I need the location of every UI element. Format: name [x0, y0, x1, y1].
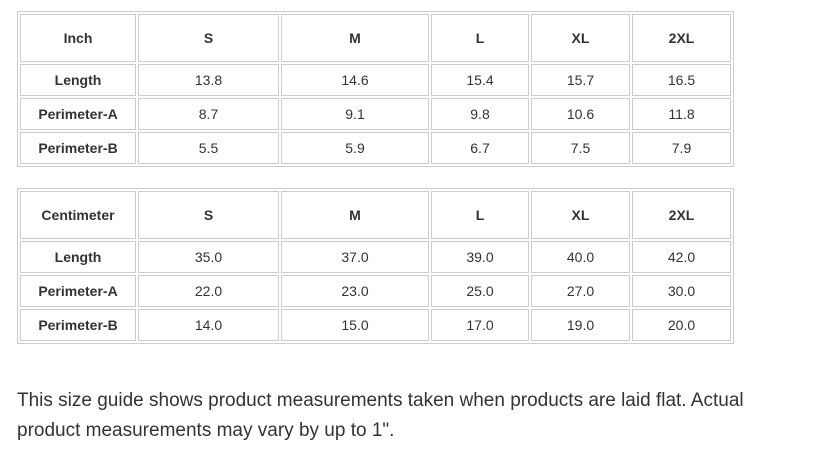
cell: 8.7 [138, 98, 279, 130]
cell: 5.9 [281, 132, 429, 164]
cell: 14.0 [138, 309, 279, 341]
cell: 9.1 [281, 98, 429, 130]
table-row: Length 35.0 37.0 39.0 40.0 42.0 [20, 241, 731, 273]
cell: 14.6 [281, 64, 429, 96]
cell: S [138, 191, 279, 239]
cell: 10.6 [531, 98, 630, 130]
header-row: Centimeter S M L XL 2XL [20, 191, 731, 239]
table-row: Perimeter-B 14.0 15.0 17.0 19.0 20.0 [20, 309, 731, 341]
cell: 19.0 [531, 309, 630, 341]
cell: 27.0 [531, 275, 630, 307]
row-label: Perimeter-A [20, 98, 136, 130]
row-label: Length [20, 241, 136, 273]
cell: 11.8 [632, 98, 731, 130]
cell: 23.0 [281, 275, 429, 307]
cell: 17.0 [431, 309, 529, 341]
row-label: Centimeter [20, 191, 136, 239]
cell: L [431, 14, 529, 62]
table-row: Perimeter-A 8.7 9.1 9.8 10.6 11.8 [20, 98, 731, 130]
cell: 9.8 [431, 98, 529, 130]
row-label: Inch [20, 14, 136, 62]
row-label: Length [20, 64, 136, 96]
cell: 22.0 [138, 275, 279, 307]
row-label: Perimeter-A [20, 275, 136, 307]
cell: 35.0 [138, 241, 279, 273]
cell: 7.9 [632, 132, 731, 164]
cell: M [281, 191, 429, 239]
row-label: Perimeter-B [20, 132, 136, 164]
cell: 5.5 [138, 132, 279, 164]
cell: 39.0 [431, 241, 529, 273]
cell: 15.0 [281, 309, 429, 341]
table-row: Perimeter-B 5.5 5.9 6.7 7.5 7.9 [20, 132, 731, 164]
cell: S [138, 14, 279, 62]
cell: L [431, 191, 529, 239]
cell: 15.7 [531, 64, 630, 96]
cell: XL [531, 191, 630, 239]
table-row: Length 13.8 14.6 15.4 15.7 16.5 [20, 64, 731, 96]
size-table: Centimeter S M L XL 2XL Length 35.0 37.0 39.0 40.0… [17, 188, 734, 344]
cell: 16.5 [632, 64, 731, 96]
cell: XL [531, 14, 630, 62]
cell: 30.0 [632, 275, 731, 307]
cell: 15.4 [431, 64, 529, 96]
cell: 37.0 [281, 241, 429, 273]
cell: 42.0 [632, 241, 731, 273]
cell: 2XL [632, 14, 731, 62]
cell: 7.5 [531, 132, 630, 164]
row-label: Perimeter-B [20, 309, 136, 341]
note: This size guide shows product measuremen… [17, 390, 744, 441]
cell: 25.0 [431, 275, 529, 307]
cell: 2XL [632, 191, 731, 239]
cell: 20.0 [632, 309, 731, 341]
size-table: Inch S M L XL 2XL Length 13.8 14.6 15.4 15.7 16.5 Pe… [17, 11, 734, 167]
cell: 13.8 [138, 64, 279, 96]
cell: 6.7 [431, 132, 529, 164]
cell: 40.0 [531, 241, 630, 273]
cell: M [281, 14, 429, 62]
header-row: Inch S M L XL 2XL [20, 14, 731, 62]
table-row: Perimeter-A 22.0 23.0 25.0 27.0 30.0 [20, 275, 731, 307]
